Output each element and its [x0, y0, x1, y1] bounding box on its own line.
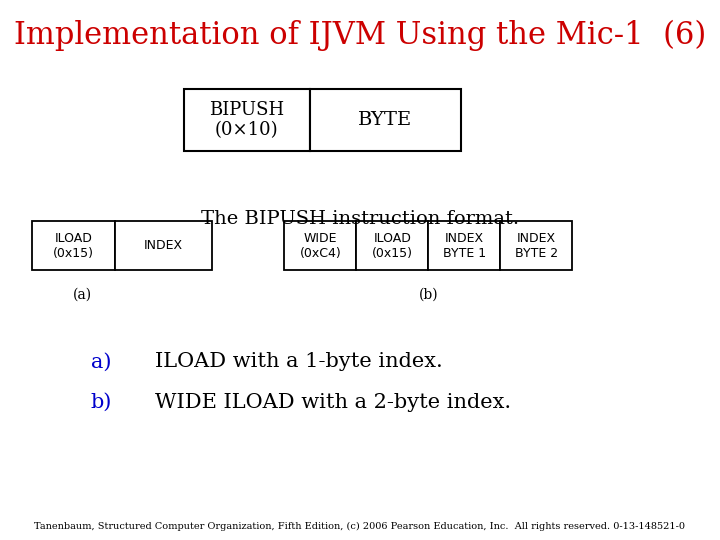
- Text: Tanenbaum, Structured Computer Organization, Fifth Edition, (c) 2006 Pearson Edu: Tanenbaum, Structured Computer Organizat…: [35, 522, 685, 531]
- Bar: [428, 221, 500, 270]
- Text: INDEX
BYTE 2: INDEX BYTE 2: [515, 232, 558, 260]
- Bar: [500, 221, 572, 270]
- Bar: [115, 221, 212, 270]
- Text: (b): (b): [418, 287, 438, 301]
- Text: WIDE ILOAD with a 2-byte index.: WIDE ILOAD with a 2-byte index.: [155, 393, 511, 412]
- Text: ILOAD
(0x15): ILOAD (0x15): [53, 232, 94, 260]
- Text: The BIPUSH instruction format.: The BIPUSH instruction format.: [201, 210, 519, 228]
- Text: INDEX: INDEX: [144, 239, 184, 252]
- Text: INDEX
BYTE 1: INDEX BYTE 1: [443, 232, 486, 260]
- Text: (a): (a): [73, 287, 92, 301]
- Bar: [284, 221, 356, 270]
- Bar: [32, 221, 115, 270]
- Text: BYTE: BYTE: [358, 111, 413, 129]
- Text: BIPUSH
(0×10): BIPUSH (0×10): [209, 101, 284, 139]
- Text: Implementation of IJVM Using the Mic-1  (6): Implementation of IJVM Using the Mic-1 (…: [14, 19, 706, 51]
- Text: a): a): [91, 352, 112, 372]
- Bar: [310, 89, 461, 151]
- Text: WIDE
(0xC4): WIDE (0xC4): [300, 232, 341, 260]
- Text: b): b): [90, 393, 112, 412]
- Text: ILOAD
(0x15): ILOAD (0x15): [372, 232, 413, 260]
- Text: ILOAD with a 1-byte index.: ILOAD with a 1-byte index.: [155, 352, 443, 372]
- Bar: [184, 89, 310, 151]
- Bar: [356, 221, 428, 270]
